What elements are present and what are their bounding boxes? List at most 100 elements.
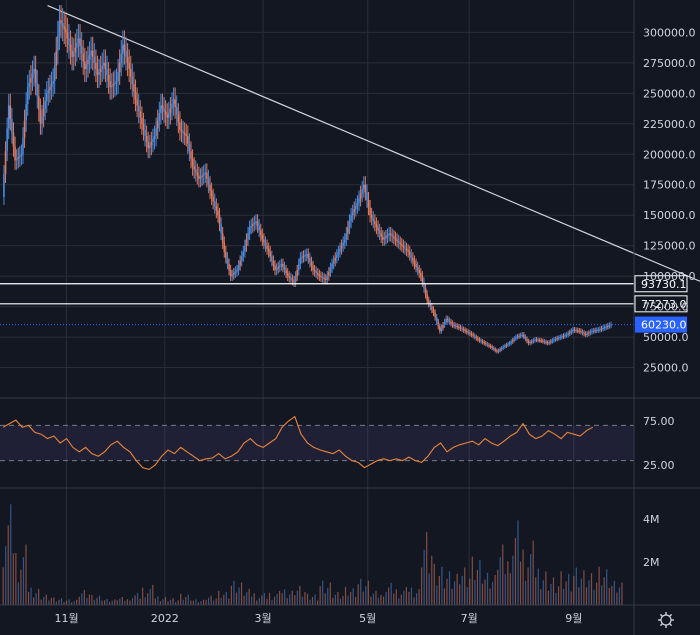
volume-bar (509, 573, 511, 605)
candle-body (161, 105, 164, 109)
candle-body (30, 78, 32, 83)
volume-bar (284, 589, 286, 605)
volume-bar (466, 587, 468, 605)
candle-body (386, 234, 389, 237)
volume-bar (471, 556, 473, 605)
gear-icon[interactable] (658, 612, 674, 628)
volume-bar (126, 599, 129, 605)
candle-body (80, 46, 83, 54)
candle-body (101, 65, 104, 69)
candle-body (415, 263, 417, 267)
candle-body (440, 327, 443, 331)
volume-bar (71, 602, 73, 605)
price-tick-label: 175000.0 (643, 179, 696, 192)
candle-body (271, 256, 273, 261)
candle-body (518, 335, 520, 337)
candle-body (542, 340, 544, 342)
candle-body (418, 270, 421, 274)
volume-bar (522, 549, 524, 605)
volume-bar (504, 573, 506, 605)
volume-bar (479, 560, 481, 605)
volume-bar (535, 577, 537, 605)
candle-body (407, 250, 409, 252)
volume-bar (210, 595, 212, 605)
volume-bar (413, 597, 415, 605)
candle-body (60, 20, 62, 24)
candle-body (153, 135, 156, 140)
volume-bar (162, 599, 164, 605)
volume-bar (502, 544, 504, 605)
candle-body (540, 340, 543, 342)
volume-bar (40, 599, 42, 605)
candle-body (465, 330, 468, 332)
candle-body (526, 338, 528, 342)
candle-body (350, 215, 352, 222)
candle-body (225, 251, 227, 258)
candle-body (283, 266, 286, 271)
candle-body (413, 260, 416, 264)
volume-bar (563, 588, 565, 605)
candle-body (410, 254, 413, 258)
candle-body (461, 328, 463, 330)
time-axis[interactable]: 11월 2022 3월 5월 7월 9월 (55, 612, 583, 625)
volume-bar (304, 592, 306, 605)
price-tick-label: 75000.0 (643, 301, 689, 314)
candle-body (505, 344, 508, 346)
candle-body (45, 93, 48, 101)
candle-body (334, 257, 337, 261)
volume-bar (565, 581, 567, 605)
volume-bar (540, 589, 542, 605)
candle-body (608, 325, 611, 327)
volume-bar (421, 567, 423, 605)
candle-body (331, 263, 333, 268)
volume-bar (240, 582, 243, 605)
candle-body (364, 184, 367, 193)
volume-bar (443, 588, 446, 605)
volume-bar (322, 580, 324, 605)
candle-body (106, 68, 108, 76)
candle-body (374, 221, 376, 225)
candle-body (591, 330, 593, 332)
price-tick-label: 275000.0 (643, 57, 696, 70)
candle-body (218, 215, 221, 225)
candle-body (188, 143, 191, 152)
candle-body (562, 335, 565, 337)
volume-bar (215, 598, 217, 605)
volume-bar (390, 582, 392, 605)
candle-body (302, 256, 305, 258)
volume-bar (585, 587, 588, 605)
candle-body (232, 273, 235, 275)
volume-bar (317, 600, 319, 605)
candle-body (592, 330, 595, 332)
volume-bar (192, 600, 194, 605)
volume-bar (58, 599, 60, 605)
candle-body (96, 68, 99, 76)
volume-bar (524, 580, 527, 605)
volume-bar (7, 525, 9, 605)
candle-body (286, 273, 289, 277)
volume-bar (370, 596, 372, 605)
volume-bar (169, 599, 172, 605)
candle-body (266, 245, 268, 249)
trend-line[interactable] (47, 5, 700, 398)
candle-body (605, 326, 608, 328)
volume-bar (334, 594, 336, 605)
candle-body (385, 236, 387, 239)
volume-bar (555, 592, 557, 605)
volume-bar (393, 593, 395, 605)
candle-body (261, 234, 264, 240)
volume-bar (124, 600, 126, 605)
candle-body (397, 241, 400, 243)
volume-bar (377, 597, 380, 605)
volume-bar (309, 599, 311, 605)
candle-body (239, 260, 241, 266)
volume-bar (104, 600, 106, 605)
candle-body (190, 151, 192, 159)
volume-bar (68, 599, 70, 605)
candle-body (559, 337, 562, 339)
volume-bar (400, 594, 402, 605)
candle-body (459, 327, 462, 329)
candle-body (424, 288, 427, 295)
last-price-label: 60230.0 (641, 319, 687, 332)
